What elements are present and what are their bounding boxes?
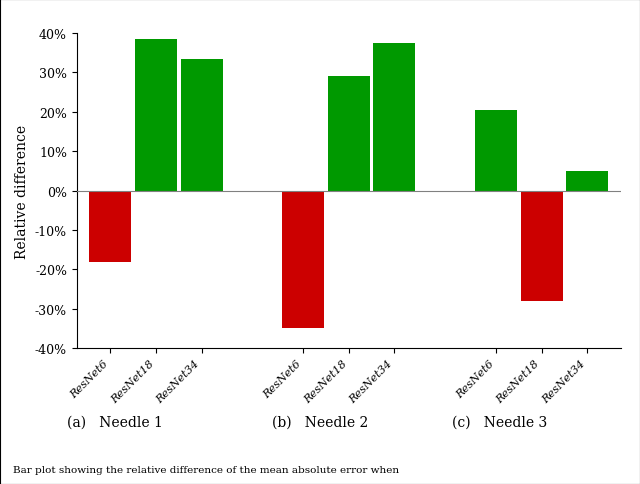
- Text: (a)   Needle 1: (a) Needle 1: [67, 414, 163, 428]
- Bar: [566, 171, 608, 191]
- Text: Bar plot showing the relative difference of the mean absolute error when: Bar plot showing the relative difference…: [13, 465, 399, 474]
- Bar: [520, 191, 563, 301]
- Bar: [180, 60, 223, 191]
- Bar: [475, 110, 517, 191]
- Text: (c)   Needle 3: (c) Needle 3: [452, 414, 547, 428]
- Bar: [282, 191, 324, 329]
- Y-axis label: Relative difference: Relative difference: [15, 124, 29, 258]
- Bar: [373, 44, 415, 191]
- Bar: [135, 40, 177, 191]
- Bar: [328, 77, 370, 191]
- Text: (b)   Needle 2: (b) Needle 2: [272, 414, 368, 428]
- Bar: [90, 191, 131, 262]
